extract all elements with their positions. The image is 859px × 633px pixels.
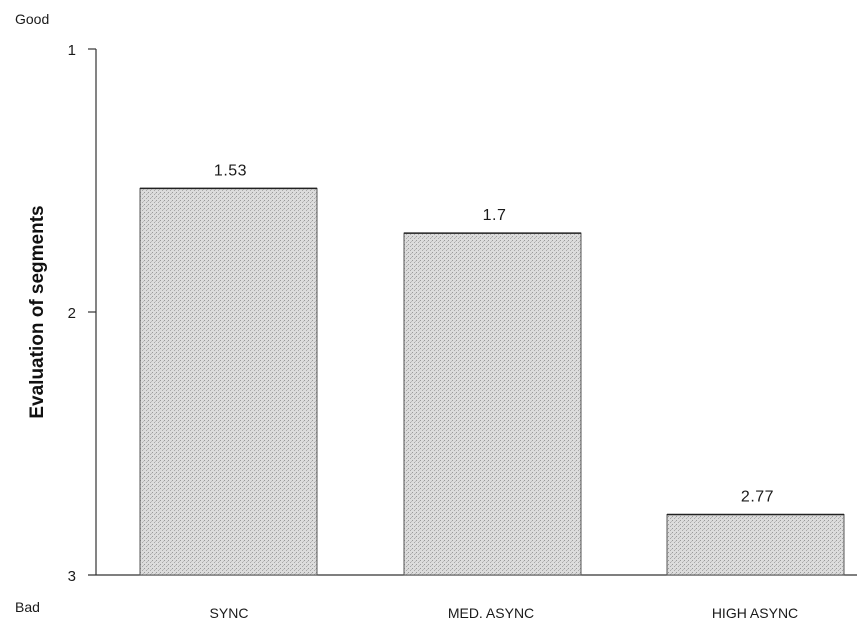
value-labels: 1.53 1.7 2.77: [214, 162, 774, 505]
bar-high-async: [666, 514, 845, 576]
value-label-med-async: 1.7: [483, 207, 507, 224]
x-category-label-med-async: MED. ASYNC: [448, 605, 534, 621]
y-tick-label: 3: [68, 568, 76, 585]
y-ticks: 1 2 3: [68, 42, 96, 585]
value-label-high-async: 2.77: [741, 489, 774, 506]
x-category-label-high-async: HIGH ASYNC: [712, 605, 798, 621]
bars-group: [139, 187, 845, 576]
value-label-sync: 1.53: [214, 162, 247, 179]
bar-sync: [139, 187, 318, 576]
y-tick-label: 2: [68, 305, 76, 322]
x-category-label-sync: SYNC: [210, 605, 249, 621]
y-axis-title: Evaluation of segments: [27, 205, 48, 418]
y-tick-label: 1: [68, 42, 76, 59]
y-bottom-label: Bad: [15, 599, 40, 615]
bar-med-async: [403, 232, 582, 576]
y-top-label: Good: [15, 11, 49, 27]
x-category-labels: SYNC MED. ASYNC HIGH ASYNC: [210, 605, 799, 621]
